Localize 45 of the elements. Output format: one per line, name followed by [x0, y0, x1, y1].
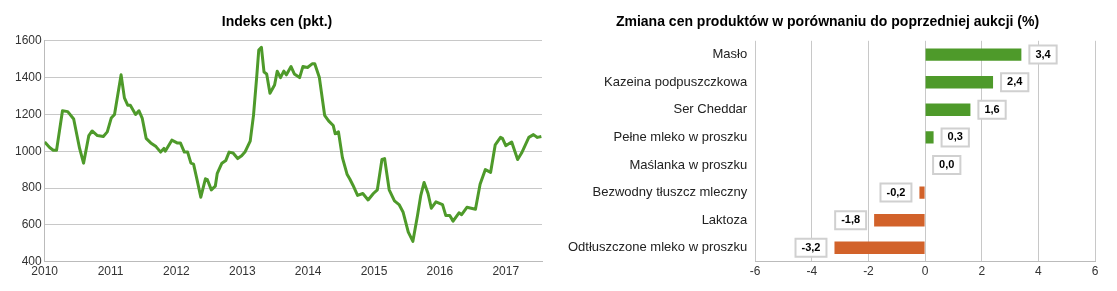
- data-label: 3,4: [1035, 47, 1052, 60]
- bar: [834, 241, 925, 255]
- bar: [919, 186, 925, 199]
- y-tick-label: Ser Cheddar: [673, 101, 748, 117]
- data-label: 2,4: [1007, 75, 1024, 88]
- bar: [925, 48, 1022, 61]
- y-tick-label: 1600: [14, 33, 43, 48]
- data-label: -3,2: [801, 240, 821, 253]
- y-tick-label: Laktoza: [701, 211, 748, 227]
- bar: [925, 103, 971, 117]
- chart-title: Zmiana cen produktów w porównaniu do poprzedniej aukcji (%): [615, 13, 1040, 30]
- x-tick-label: 2014: [294, 264, 322, 279]
- y-tick-label: Pełne mleko w proszku: [613, 128, 748, 144]
- x-tick-label: 2017: [492, 264, 520, 279]
- x-tick-label: -2: [863, 264, 875, 279]
- x-tick-label: 2016: [426, 264, 454, 279]
- data-label: 0,3: [947, 130, 963, 143]
- x-tick-label: -4: [806, 264, 818, 279]
- x-tick-label: 0: [921, 264, 929, 279]
- chart-title: Indeks cen (pkt.): [221, 13, 333, 30]
- y-tick-label: 1200: [14, 106, 43, 121]
- y-tick-label: 600: [21, 217, 43, 232]
- x-tick-label: 4: [1035, 264, 1043, 279]
- y-tick-label: 1400: [14, 69, 43, 84]
- data-label: 1,6: [984, 102, 1000, 115]
- data-label: 0,0: [939, 158, 955, 171]
- y-tick-label: 800: [21, 180, 43, 195]
- y-tick-label: 1000: [14, 143, 43, 158]
- x-tick-label: -6: [749, 264, 761, 279]
- y-tick-label: Maślanka w proszku: [629, 156, 748, 172]
- y-tick-label: Kazeina podpuszczkowa: [604, 73, 748, 89]
- x-tick-label: 2015: [360, 264, 388, 279]
- y-tick-label: Bezwodny tłuszcz mleczny: [592, 184, 748, 200]
- bar: [925, 75, 994, 89]
- x-tick-label: 6: [1091, 264, 1099, 279]
- x-tick-label: 2013: [228, 264, 256, 279]
- x-tick-label: 2: [978, 264, 986, 279]
- y-tick-label: Masło: [712, 46, 748, 62]
- x-tick-label: 2012: [163, 264, 191, 279]
- x-tick-label: 2011: [97, 264, 124, 279]
- data-label: -1,8: [841, 213, 861, 226]
- bar: [925, 131, 934, 144]
- data-label: -0,2: [886, 185, 906, 198]
- bar: [874, 213, 925, 227]
- y-tick-label: Odtłuszczone mleko w proszku: [567, 239, 748, 255]
